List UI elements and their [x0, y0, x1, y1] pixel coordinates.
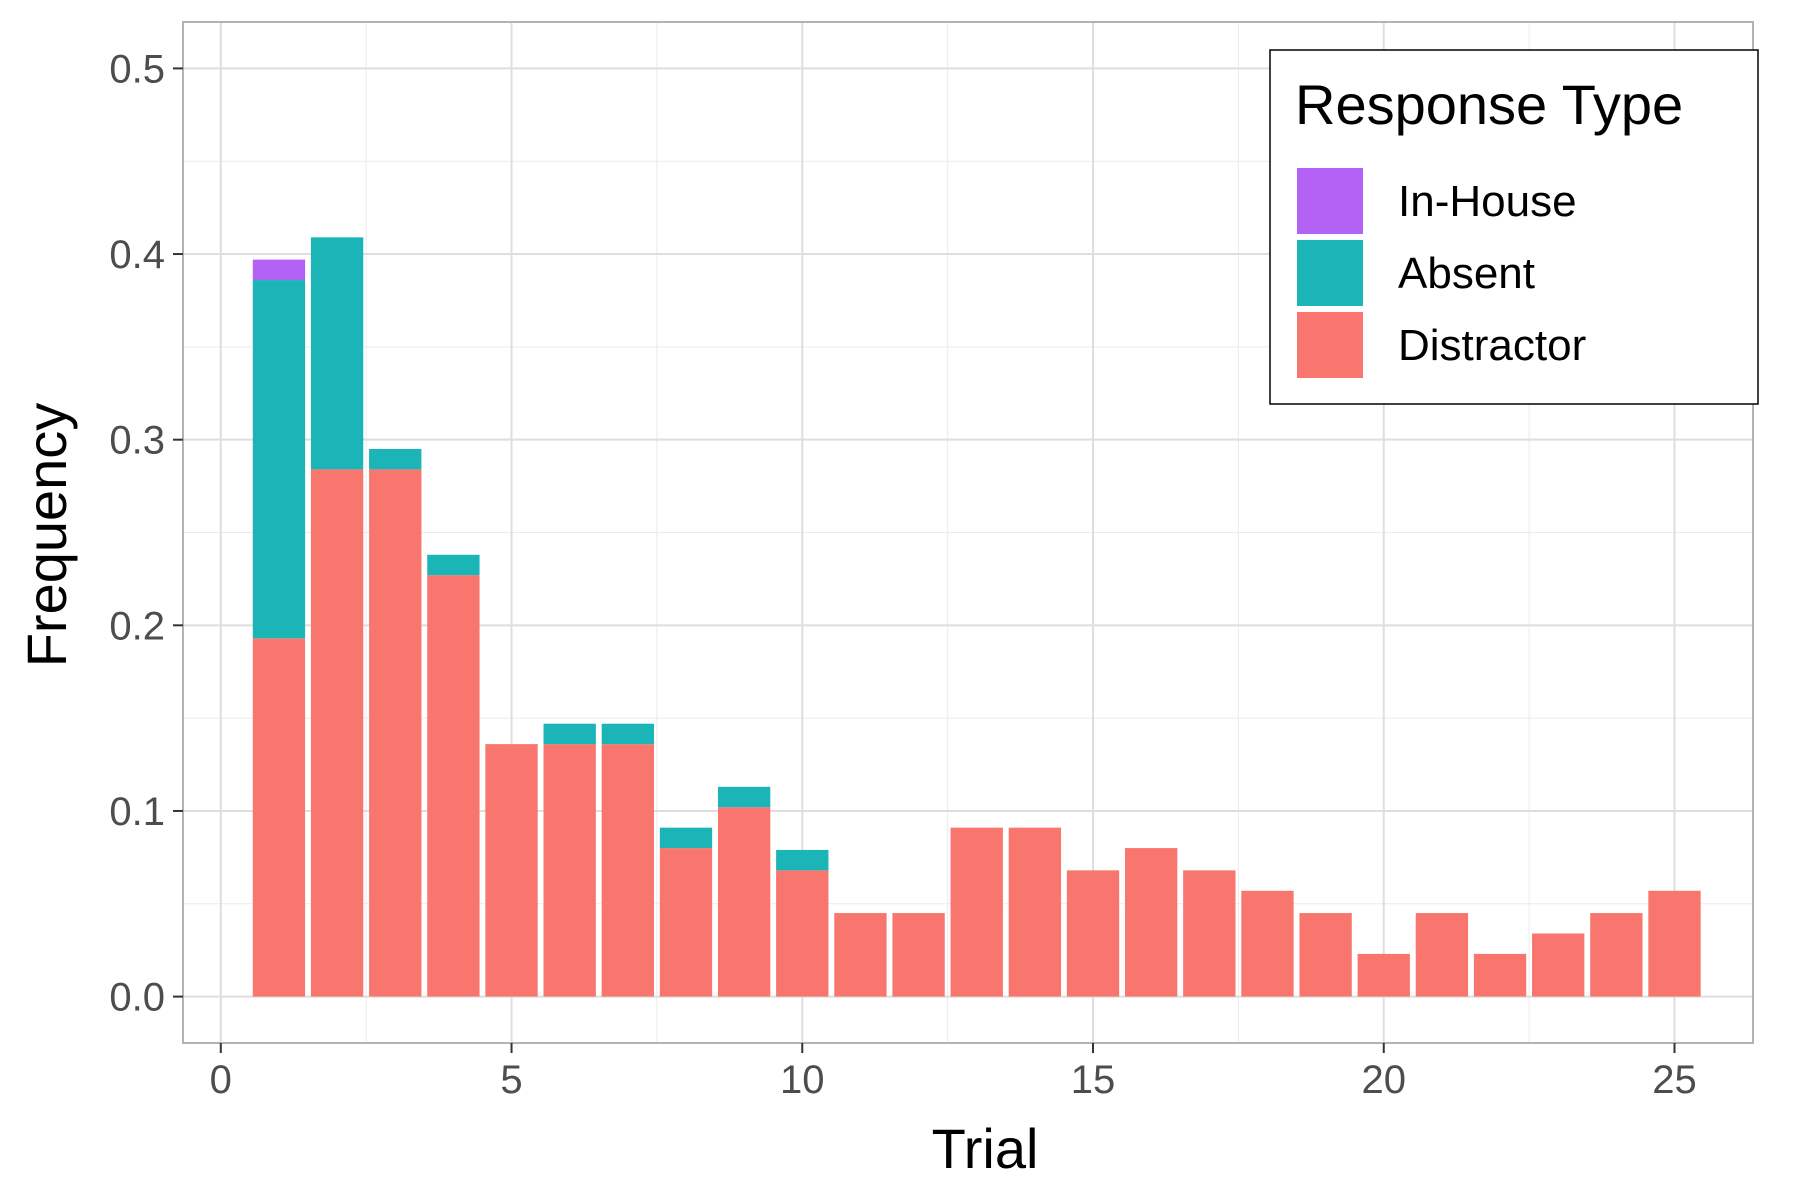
bar-segment-distractor — [1008, 827, 1062, 997]
x-axis-title: Trial — [932, 1117, 1039, 1180]
bar-segment-absent — [310, 237, 364, 470]
legend-title: Response Type — [1295, 73, 1683, 136]
x-tick-label: 0 — [210, 1058, 232, 1102]
bar-segment-distractor — [950, 827, 1003, 997]
legend-label: Absent — [1398, 249, 1535, 298]
bar-segment-distractor — [776, 870, 829, 997]
legend-label: In-House — [1398, 177, 1577, 226]
legend: Response Type In-House Absent Distractor — [1269, 49, 1759, 405]
y-tick-label: 0.4 — [109, 233, 165, 277]
bar-segment-distractor — [1183, 870, 1236, 997]
bar-segment-absent — [369, 448, 422, 470]
panel-border — [182, 21, 1754, 1044]
bars-layer — [252, 237, 1701, 997]
x-tick-label: 25 — [1652, 1058, 1697, 1102]
legend-label: Distractor — [1398, 321, 1586, 370]
legend-swatch — [1297, 240, 1363, 306]
bar-segment-in-house — [252, 259, 306, 281]
legend-swatch — [1297, 168, 1363, 234]
bar-segment-distractor — [1066, 870, 1120, 997]
x-tick-label: 15 — [1071, 1058, 1116, 1102]
x-tick-label: 5 — [500, 1058, 522, 1102]
x-tick-label: 20 — [1362, 1058, 1407, 1102]
bar-segment-distractor — [252, 638, 306, 997]
bar-segment-distractor — [1590, 913, 1643, 997]
bar-segment-distractor — [1648, 890, 1701, 997]
bar-segment-distractor — [427, 575, 480, 997]
bar-segment-absent — [717, 786, 771, 808]
tick-labels: 0 5 10 15 20 25 0.0 0.1 0.2 0.3 0.4 0.5 — [109, 47, 1696, 1102]
bar-segment-distractor — [310, 469, 364, 997]
legend-swatch — [1297, 312, 1363, 378]
bar-segment-absent — [252, 280, 306, 639]
bar-segment-distractor — [485, 744, 538, 997]
bar-segment-absent — [543, 723, 596, 745]
bar-segment-distractor — [659, 848, 713, 997]
bar-segment-distractor — [717, 807, 771, 997]
y-tick-label: 0.0 — [109, 976, 165, 1020]
x-tick-label: 10 — [780, 1058, 825, 1102]
bar-segment-absent — [776, 849, 829, 871]
bar-segment-distractor — [892, 913, 945, 997]
bar-segment-distractor — [1473, 953, 1527, 997]
y-axis-title: Frequency — [15, 403, 78, 668]
bar-segment-distractor — [1357, 953, 1410, 997]
bar-segment-distractor — [543, 744, 596, 997]
bar-segment-distractor — [834, 913, 887, 997]
bar-segment-absent — [659, 827, 713, 849]
bar-segment-absent — [427, 554, 480, 576]
axis-ticks — [173, 67, 1676, 1053]
bar-segment-distractor — [1415, 913, 1469, 997]
y-tick-label: 0.3 — [109, 419, 165, 463]
bar-segment-distractor — [369, 469, 422, 997]
bar-segment-distractor — [1532, 933, 1585, 997]
legend-items: In-House Absent Distractor — [1297, 168, 1586, 378]
bar-segment-absent — [601, 723, 654, 745]
y-tick-label: 0.2 — [109, 604, 165, 648]
bar-segment-distractor — [601, 744, 654, 997]
y-tick-label: 0.1 — [109, 790, 165, 834]
bar-segment-distractor — [1299, 913, 1352, 997]
bar-segment-distractor — [1125, 848, 1178, 997]
bar-segment-distractor — [1241, 890, 1294, 997]
y-tick-label: 0.5 — [109, 47, 165, 91]
